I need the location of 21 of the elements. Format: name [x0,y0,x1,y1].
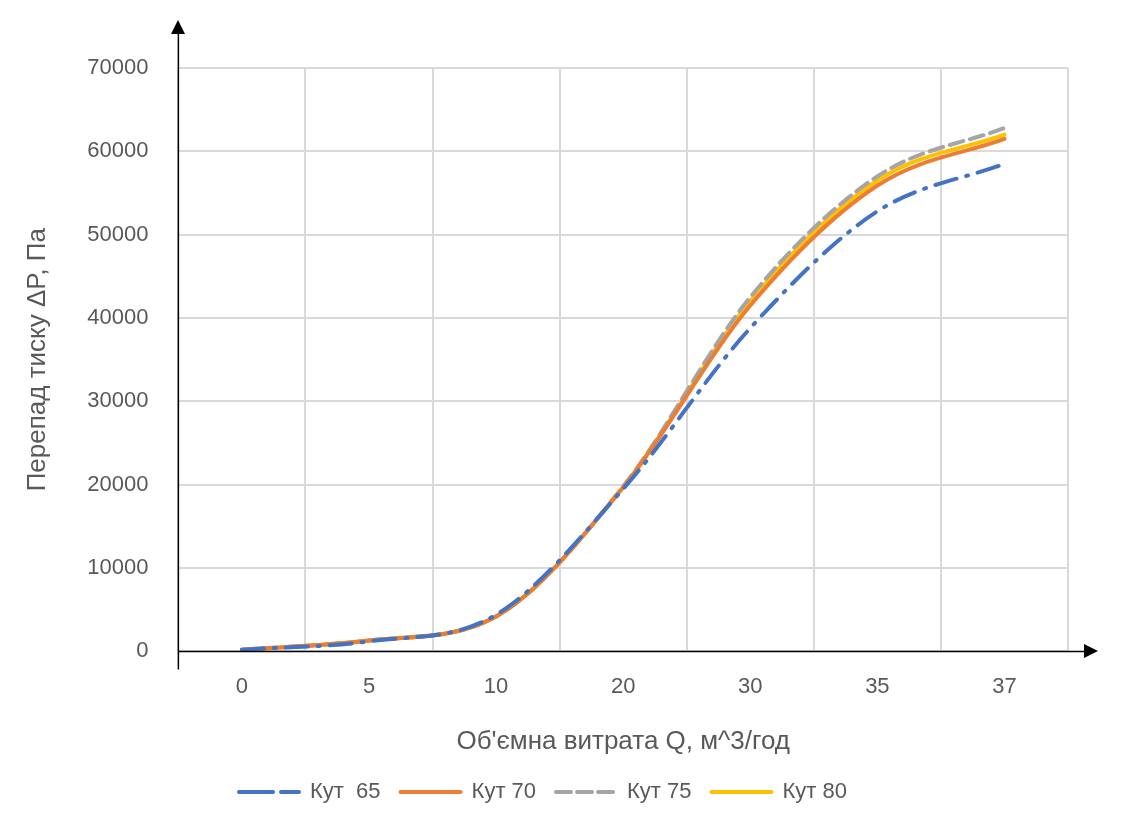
legend-label: Кут 80 [782,778,848,804]
x-tick-label: 0 [235,672,249,698]
x-axis-title: Об'ємна витрата Q, м^3/год [456,724,790,755]
y-tick-label: 10000 [87,554,149,580]
x-tick-label: 30 [738,672,763,698]
x-tick-label: 5 [362,672,376,698]
x-tick-label: 35 [865,672,890,698]
y-tick-label: 20000 [87,470,149,496]
y-tick-label: 40000 [87,304,149,330]
y-tick-label: 60000 [87,137,149,163]
x-tick-label: 37 [992,672,1017,698]
y-tick-label: 70000 [87,54,149,80]
legend-label: Кут 65 [309,778,381,804]
x-tick-label: 10 [483,672,509,698]
y-axis-title: Перепад тиску ΔP, Па [20,227,51,492]
legend-label: Кут 70 [471,778,537,804]
y-tick-label: 30000 [87,387,149,413]
legend-label: Кут 75 [627,778,692,804]
x-tick-label: 20 [610,672,636,698]
y-tick-label: 0 [136,637,149,663]
y-tick-label: 50000 [87,220,149,246]
